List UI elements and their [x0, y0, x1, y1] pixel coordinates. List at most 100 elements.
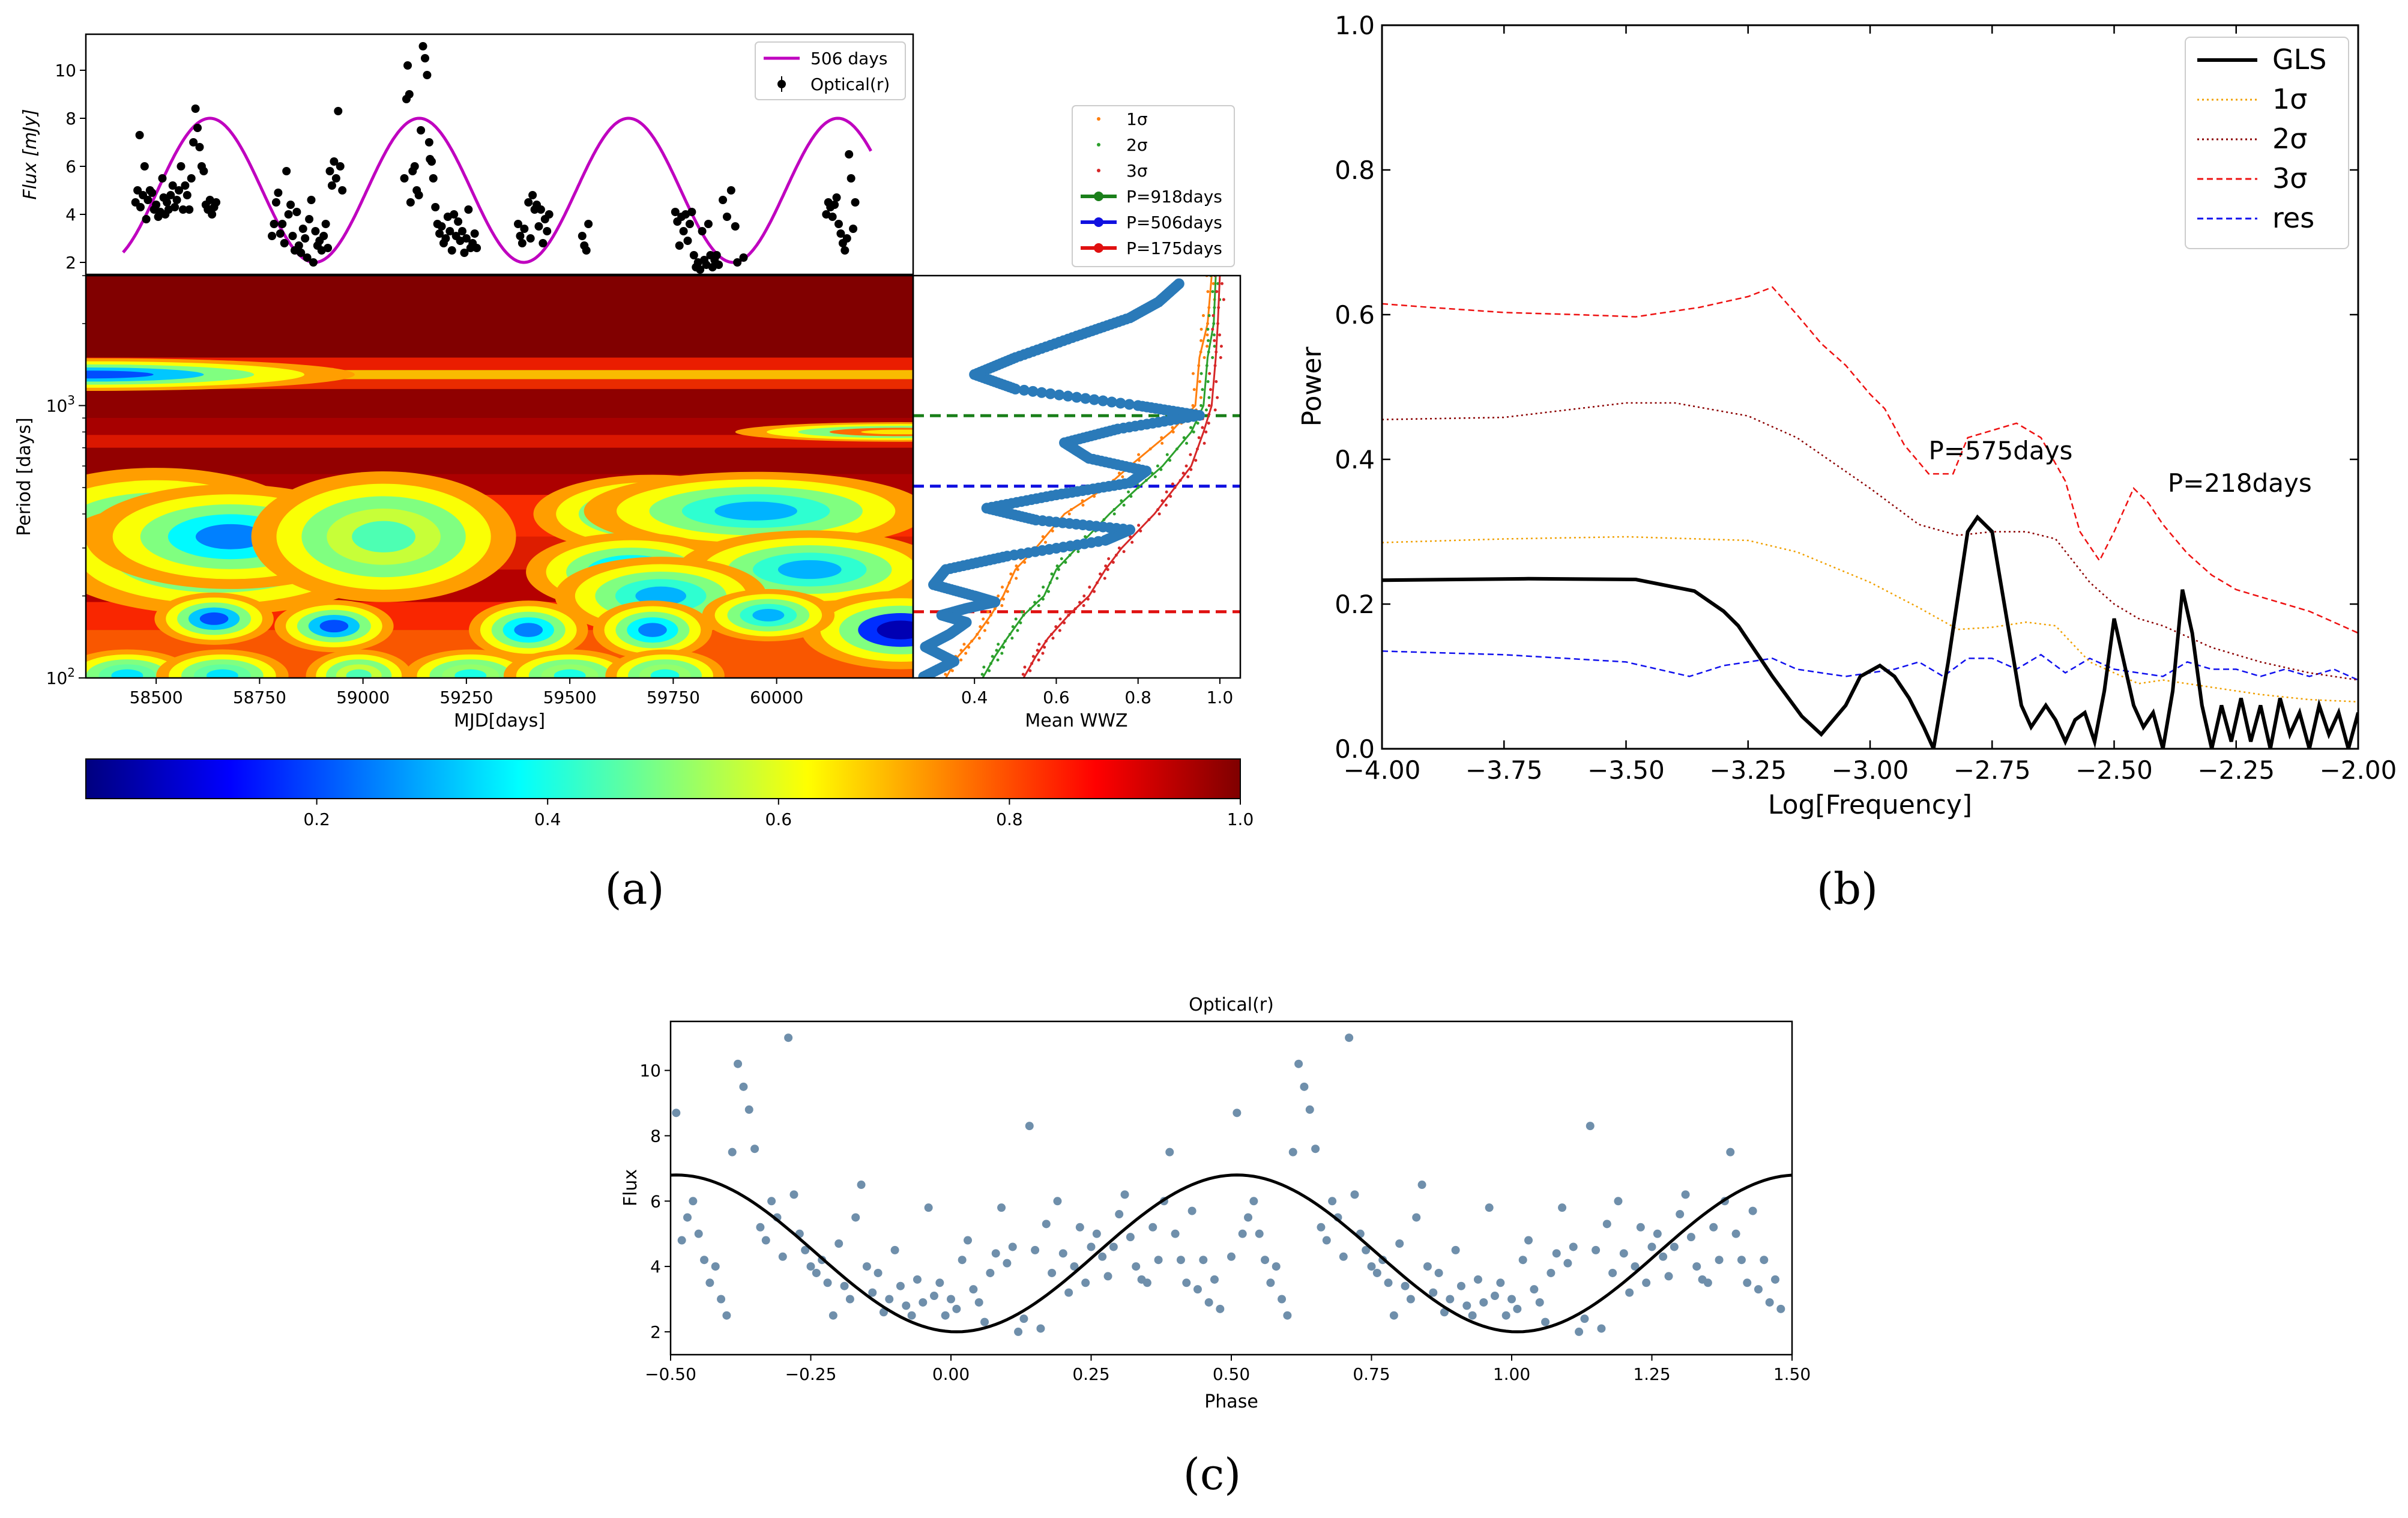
phase-point: [1726, 1148, 1735, 1157]
gls-legend-box: [2185, 37, 2349, 249]
phase-ytick-label: 6: [650, 1191, 661, 1211]
lightcurve-point: [185, 205, 194, 214]
heatmap-spot: [352, 521, 415, 552]
mean-wwz-xtick-label: 0.4: [961, 688, 988, 707]
phase-point: [1451, 1245, 1460, 1254]
phase-point: [1187, 1206, 1196, 1215]
phase-point: [1647, 1242, 1656, 1251]
phase-point: [1317, 1223, 1326, 1232]
sigma-point: [1199, 327, 1203, 331]
phase-point: [1003, 1259, 1012, 1268]
phase-point: [1446, 1295, 1455, 1304]
phase-point: [1176, 1256, 1185, 1265]
lightcurve-yticks: 2 4 6 8 10: [55, 61, 86, 273]
heatmap-xtick-label: 59750: [647, 688, 700, 707]
mean-wwz-frame: [912, 274, 1242, 679]
phase-point: [1372, 1268, 1381, 1277]
sigma-point: [1199, 396, 1202, 399]
sigma-point: [1081, 499, 1084, 503]
phase-point: [1731, 1229, 1740, 1238]
heatmap-spot: [454, 669, 487, 678]
phase-frame: [669, 1020, 1793, 1356]
phase-point: [1507, 1295, 1516, 1304]
sigma-point: [1121, 475, 1124, 479]
sigma-point: [1219, 356, 1222, 360]
phase-point: [1401, 1281, 1410, 1290]
sigma-point: [1196, 422, 1199, 425]
heatmap-xtick-label: 60000: [750, 688, 803, 707]
phase-point: [1619, 1249, 1628, 1258]
phase-point: [868, 1288, 877, 1297]
legend-gls-res-label: res: [2272, 202, 2314, 234]
heatmap-spot: [346, 669, 372, 678]
lightcurve-point: [181, 181, 190, 190]
heatmap-ytick-base: 10: [46, 668, 68, 688]
legend-gls-label: GLS: [2272, 43, 2326, 76]
sigma-point: [1206, 322, 1209, 325]
phase-point: [1715, 1256, 1724, 1265]
sigma-point: [1201, 426, 1204, 429]
sigma-point: [1057, 568, 1061, 572]
phase-point: [1670, 1242, 1679, 1251]
sigma-point: [1178, 479, 1182, 482]
heatmap-band: [86, 276, 913, 358]
lightcurve-point: [516, 232, 525, 240]
phase-xtick-label: 0.50: [1213, 1364, 1250, 1384]
sigma-point: [1197, 436, 1201, 440]
sigma-point: [1212, 322, 1216, 325]
lightcurve-point: [324, 244, 333, 252]
heatmap-spot: [777, 560, 842, 579]
panel-label-b: (b): [1817, 863, 1878, 914]
phase-point: [1132, 1262, 1141, 1271]
mean-wwz-xtick-label: 0.8: [1124, 688, 1151, 707]
sigma-point: [1084, 535, 1087, 539]
phase-point: [683, 1213, 692, 1222]
mean-wwz-point: [1080, 393, 1091, 404]
phase-point: [700, 1256, 709, 1265]
lightcurve-point: [528, 191, 537, 199]
phase-point: [1737, 1256, 1746, 1265]
sigma-point: [1194, 459, 1198, 462]
sigma-point: [1117, 471, 1121, 475]
lightcurve-point: [424, 138, 433, 147]
sigma-point: [1086, 597, 1090, 601]
lightcurve-point: [321, 220, 330, 228]
sigma-point: [1212, 333, 1216, 337]
sigma-point: [989, 613, 992, 617]
phase-point: [1345, 1033, 1354, 1042]
lightcurve-point: [133, 186, 142, 195]
heatmap-spot: [206, 669, 238, 678]
panel-label-c: (c): [1183, 1449, 1242, 1499]
sigma-point: [1213, 345, 1216, 348]
phase-point: [1748, 1206, 1757, 1215]
phase-point: [784, 1033, 793, 1042]
lightcurve-point: [429, 174, 438, 183]
heatmap-spot: [714, 501, 797, 521]
phase-point: [1064, 1288, 1073, 1297]
phase-point: [1165, 1148, 1174, 1157]
phase-point: [1681, 1190, 1690, 1199]
heatmap-xtick-label: 58500: [130, 688, 183, 707]
phase-panel: −0.50 −0.25 0.00 0.25 0.50 0.75 1.00 1.25 1.50 2…: [620, 994, 1811, 1412]
sigma-curve: [1022, 276, 1221, 678]
sigma-point: [1023, 665, 1027, 669]
sigma-point: [1058, 629, 1061, 632]
lightcurve-point: [271, 198, 280, 207]
phase-point: [1490, 1292, 1499, 1301]
sigma-point: [1171, 426, 1174, 429]
lightcurve-model-curve: [122, 116, 872, 264]
sigma-point: [1127, 490, 1130, 494]
lightcurve-point: [307, 196, 316, 204]
phase-point: [851, 1213, 860, 1222]
lightcurve-point: [849, 225, 858, 233]
phase-point: [1210, 1275, 1219, 1284]
mean-wwz-point: [1097, 395, 1109, 407]
phase-point: [1479, 1298, 1488, 1307]
phase-ytick-label: 10: [639, 1061, 661, 1081]
lightcurve-point: [187, 174, 196, 183]
lightcurve-point: [435, 229, 444, 238]
lightcurve-point: [450, 210, 459, 219]
phase-point: [739, 1082, 748, 1091]
lightcurve-point: [520, 225, 529, 233]
mean-wwz-point: [1054, 389, 1065, 401]
